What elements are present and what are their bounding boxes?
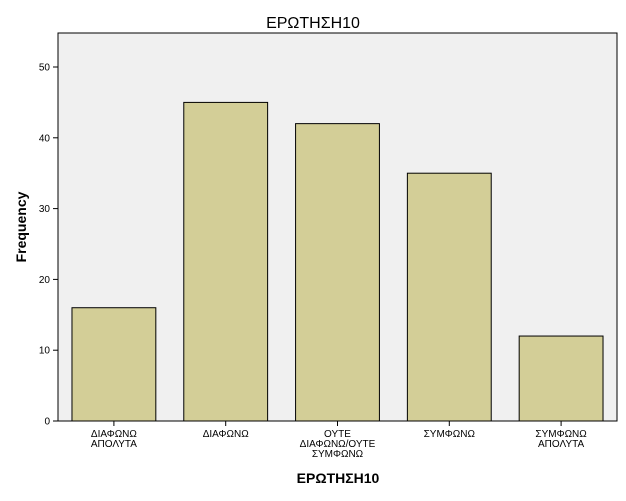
y-axis: 0 10 20 30 40 50 <box>39 63 58 428</box>
bar <box>295 123 380 422</box>
x-tick-label: ΟΥΤΕ ΔΙΑΦΩΝΩ/ΟΥΤΕ ΣΥΜΦΩΝΩ <box>300 429 376 460</box>
y-tick-label: 20 <box>39 275 51 286</box>
y-axis-title: Frequency <box>13 191 29 262</box>
x-tick-label-line: ΔΙΑΦΩΝΩ <box>91 429 138 440</box>
bars <box>71 101 604 422</box>
bar <box>406 172 492 422</box>
bar <box>71 307 157 422</box>
bar <box>518 335 604 422</box>
x-tick-label-line: ΑΠΟΛΥΤΑ <box>538 439 584 450</box>
x-tick-label-line: ΣΥΜΦΩΝΩ <box>535 429 587 440</box>
x-tick-label-line: ΔΙΑΦΩΝΩ <box>203 429 250 440</box>
chart-title: ΕΡΩΤΗΣΗ10 <box>266 15 360 32</box>
x-tick-label-line: ΟΥΤΕ <box>324 429 351 440</box>
x-tick-label: ΣΥΜΦΩΝΩ <box>424 429 476 440</box>
x-tick-label-line: ΑΠΟΛΥΤΑ <box>91 439 137 450</box>
x-tick-label: ΔΙΑΦΩΝΩ <box>203 429 250 440</box>
x-tick-label: ΣΥΜΦΩΝΩ ΑΠΟΛΥΤΑ <box>535 429 587 450</box>
x-tick-label: ΔΙΑΦΩΝΩ ΑΠΟΛΥΤΑ <box>91 429 138 450</box>
y-tick-label: 10 <box>39 346 51 357</box>
y-tick-label: 30 <box>39 204 51 215</box>
y-tick-label: 40 <box>39 133 51 144</box>
y-tick-label: 50 <box>39 63 51 74</box>
x-tick-label-line: ΔΙΑΦΩΝΩ/ΟΥΤΕ <box>300 439 376 450</box>
x-tick-label-line: ΣΥΜΦΩΝΩ <box>312 449 364 460</box>
bar <box>183 101 269 422</box>
x-tick-label-line: ΣΥΜΦΩΝΩ <box>424 429 476 440</box>
x-axis-title: ΕΡΩΤΗΣΗ10 <box>297 470 380 486</box>
y-tick-label: 0 <box>44 417 50 428</box>
